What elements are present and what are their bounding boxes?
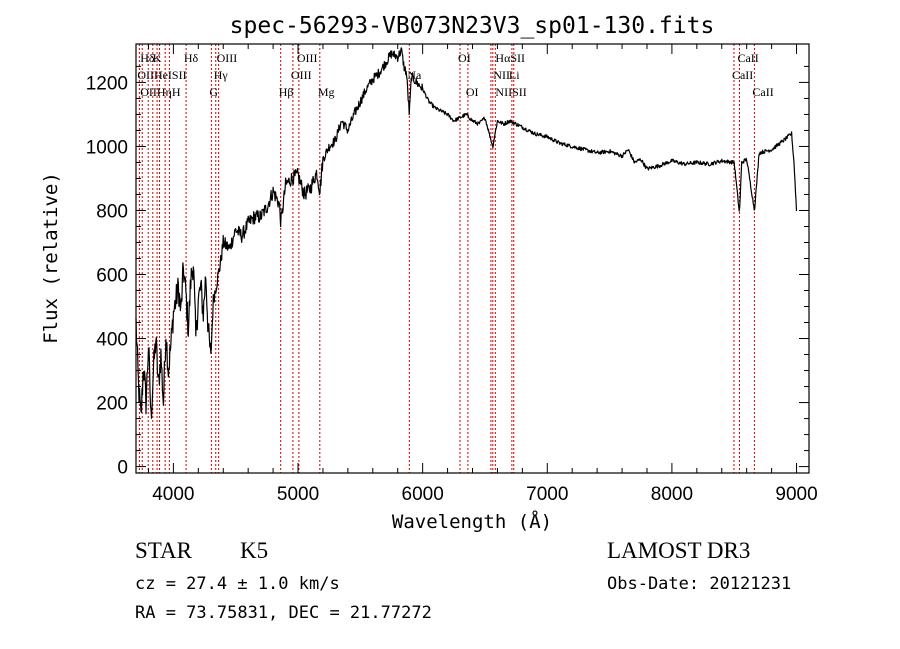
line-label: Li: [509, 68, 520, 82]
x-tick-label: 5000: [277, 484, 319, 505]
y-tick-label: 200: [96, 394, 128, 415]
x-tick-label: 9000: [775, 484, 817, 505]
y-tick-label: 400: [96, 330, 128, 351]
y-tick-label: 600: [96, 266, 128, 287]
line-label: OII: [137, 68, 154, 82]
line-label: OIII: [217, 51, 238, 65]
line-label: Hβ: [279, 85, 294, 99]
object-class: STAR: [135, 538, 192, 563]
line-label: OI: [466, 85, 479, 99]
y-axis: 0 200 400 600 800 1000 1200: [86, 65, 809, 479]
line-label: Hδ: [184, 51, 199, 65]
x-tick-label: 7000: [526, 484, 568, 505]
line-label: HαSII: [495, 51, 525, 65]
redshift-readout: cz = 27.4 ± 1.0 km/s: [135, 574, 340, 594]
chart-title: spec-56293-VB073N23V3_sp01-130.fits: [230, 13, 715, 39]
coordinates: RA = 73.75831, DEC = 21.77272: [135, 603, 432, 623]
y-tick-label: 1200: [86, 73, 128, 94]
line-label: CaII: [737, 51, 758, 65]
x-axis-label: Wavelength (Å): [392, 510, 552, 533]
y-tick-label: 0: [117, 458, 128, 479]
line-label: NIISII: [495, 85, 526, 99]
line-label: OI: [458, 51, 471, 65]
line-label: Hγ: [214, 68, 229, 82]
line-label: CaII: [752, 85, 773, 99]
plot-frame: [135, 43, 810, 474]
x-tick-label: 4000: [152, 484, 194, 505]
spectrum-line: [135, 47, 798, 419]
survey-name: LAMOST DR3: [607, 538, 751, 563]
object-subclass: K5: [240, 538, 269, 563]
y-tick-label: 1000: [86, 137, 128, 158]
line-label: G: [209, 85, 218, 99]
y-axis-label: Flux (relative): [40, 172, 62, 344]
line-label: CaII: [732, 68, 753, 82]
x-tick-label: 8000: [651, 484, 693, 505]
line-label: Na: [407, 68, 422, 82]
line-label: Hδ: [140, 51, 155, 65]
obs-date: Obs-Date: 20121231: [607, 574, 792, 594]
line-label: K: [153, 51, 162, 65]
line-label: Mg: [318, 85, 335, 99]
emission-line-markers: [138, 44, 755, 473]
line-label: OIIHηH: [140, 85, 181, 99]
line-label: OIII: [297, 51, 318, 65]
y-tick-label: 800: [96, 201, 128, 222]
x-tick-label: 6000: [402, 484, 444, 505]
line-label: HeISII: [154, 68, 187, 82]
line-label: OIII: [291, 68, 312, 82]
line-label: NII: [493, 68, 510, 82]
x-axis: 4000 5000 6000 7000 8000 9000: [147, 44, 818, 505]
